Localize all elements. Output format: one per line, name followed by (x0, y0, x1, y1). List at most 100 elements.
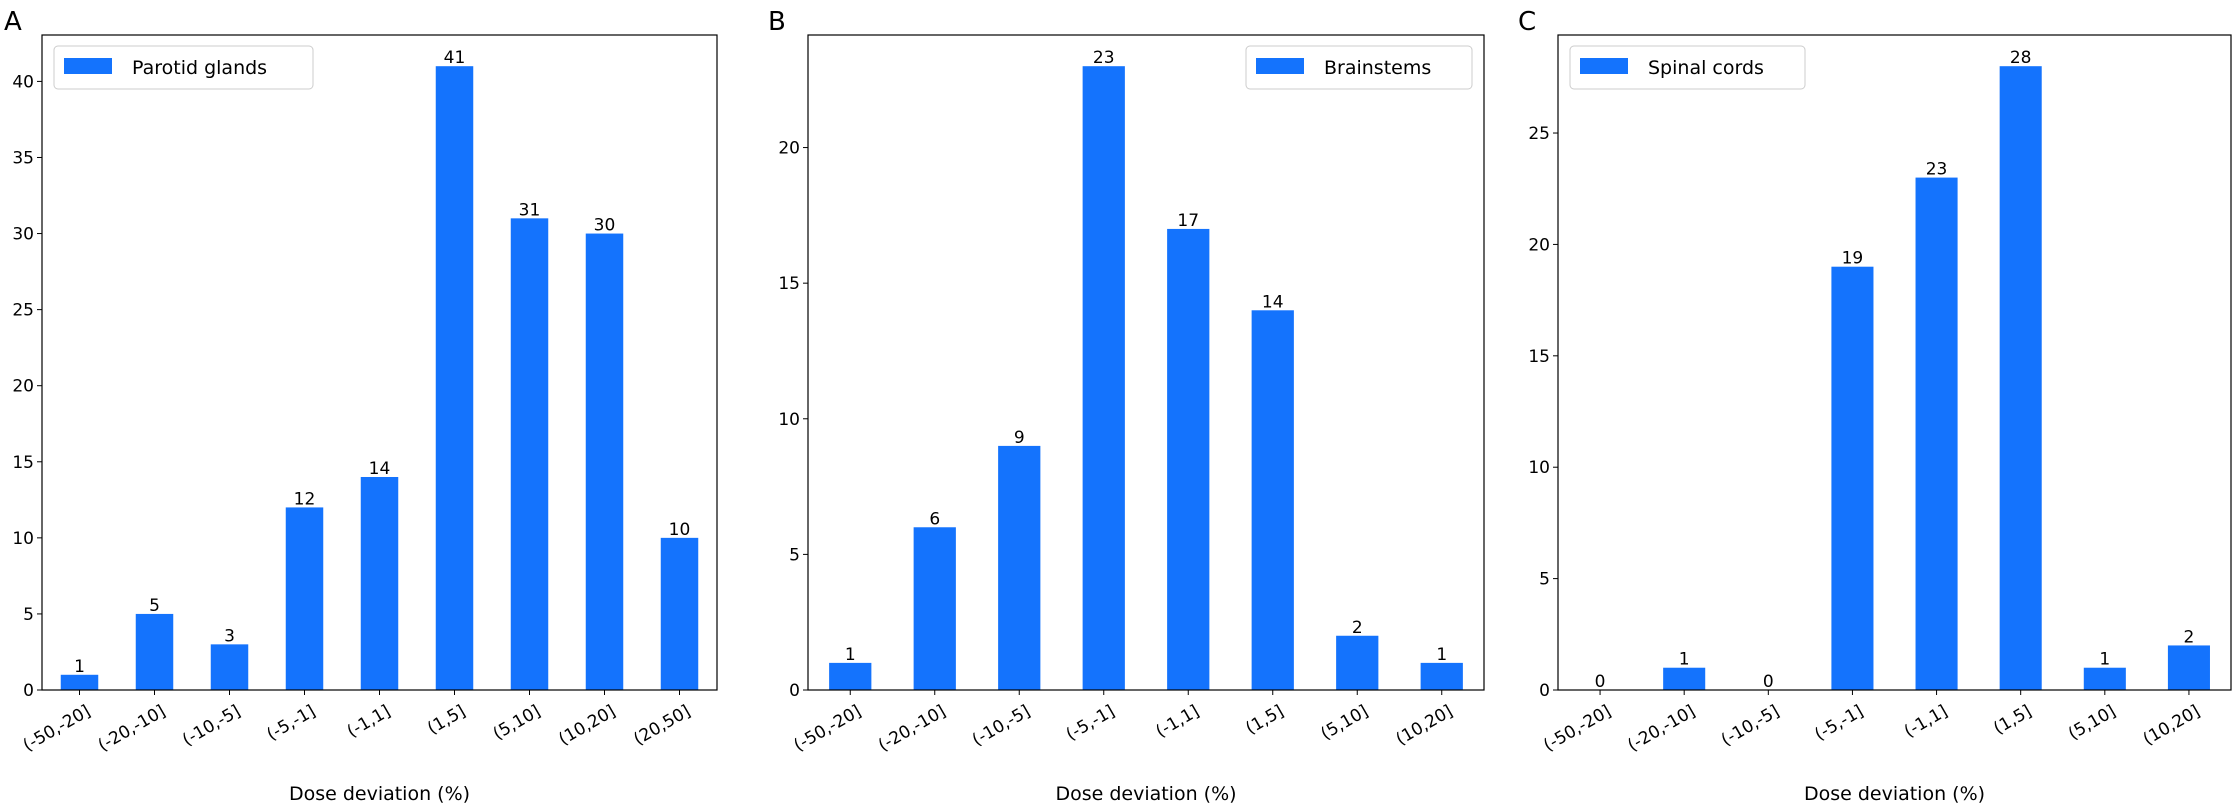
x-tick-label: (5,10] (2065, 701, 2119, 744)
x-tick-label: (5,10] (490, 701, 544, 744)
data-label: 10 (669, 520, 691, 540)
x-tick-label: (-50,-20] (20, 701, 94, 755)
x-tick-label: (-50,-20] (790, 701, 864, 755)
data-label: 23 (1093, 48, 1115, 68)
data-label: 28 (2010, 48, 2032, 68)
data-label: 30 (594, 216, 616, 236)
data-label: 31 (519, 200, 541, 220)
y-tick-label: 25 (12, 301, 34, 321)
bar (60, 674, 99, 690)
panel-label: B (768, 7, 786, 37)
y-tick-label: 20 (778, 139, 800, 159)
data-label: 14 (1262, 292, 1284, 312)
y-tick-label: 25 (1528, 124, 1550, 144)
legend-label: Parotid glands (132, 57, 267, 79)
x-tick-label: (20,50] (630, 701, 694, 749)
axes-frame (1557, 34, 2232, 691)
bar (510, 218, 549, 690)
y-tick-label: 20 (1528, 235, 1550, 255)
x-tick-label: (-20,-10] (95, 701, 169, 755)
x-tick-label: (-10,-5] (1718, 701, 1783, 750)
legend-swatch (64, 58, 112, 74)
x-tick-label: (1,5] (1242, 701, 1287, 738)
x-tick-label: (5,10] (1317, 701, 1371, 744)
legend: Spinal cords (1569, 45, 1806, 90)
bar (998, 445, 1041, 690)
legend-swatch (1256, 58, 1304, 74)
y-tick-label: 35 (12, 148, 34, 168)
data-label: 12 (294, 489, 316, 509)
y-tick-label: 0 (789, 681, 800, 701)
legend-label: Brainstems (1324, 57, 1431, 79)
legend: Parotid glands (53, 45, 314, 90)
panel-label: C (1518, 7, 1536, 37)
bar (360, 476, 399, 690)
x-axis-label: Dose deviation (%) (1804, 783, 1985, 805)
x-tick-label: (1,5] (424, 701, 469, 738)
legend-box (1245, 45, 1473, 90)
x-tick-label: (-10,-5] (179, 701, 244, 750)
data-label: 0 (1595, 672, 1606, 692)
panel-a: A 1 (-50,-20] 5 (-20,-10] 3 (-10,-5] 12 (-5,-1] 1… (4, 7, 718, 805)
bar (913, 527, 956, 690)
data-label: 14 (369, 459, 391, 479)
y-tick-label: 15 (778, 274, 800, 294)
y-tick-label: 5 (23, 605, 34, 625)
bar (135, 613, 174, 690)
bar (1336, 635, 1379, 690)
x-tick-label: (-5,-1] (1811, 701, 1867, 745)
x-axis-label: Dose deviation (%) (289, 783, 470, 805)
panel-b: B 1 (-50,-20] 6 (-20,-10] 9 (-10,-5] 23 (-5,-1] 1… (768, 7, 1485, 805)
bar (1915, 177, 1958, 691)
x-tick-label: (1,5] (1990, 701, 2035, 738)
bar (1420, 662, 1463, 690)
x-tick-label: (-20,-10] (875, 701, 949, 755)
y-tick-label: 10 (12, 529, 34, 549)
x-tick-label: (10,20] (555, 701, 619, 749)
x-tick-label: (-1,1] (344, 701, 394, 742)
y-tick-label: 0 (1539, 681, 1550, 701)
data-label: 1 (2099, 650, 2110, 670)
bar (1999, 66, 2042, 690)
y-tick-label: 20 (12, 377, 34, 397)
x-tick-label: (10,20] (2140, 701, 2204, 749)
bar (829, 662, 872, 690)
x-tick-label: (10,20] (1393, 701, 1457, 749)
axes-frame (807, 34, 1485, 691)
bar (1082, 66, 1125, 690)
x-tick-label: (-10,-5] (969, 701, 1034, 750)
x-tick-label: (-1,1] (1153, 701, 1203, 742)
x-tick-label: (-5,-1] (1063, 701, 1119, 745)
bar (435, 66, 474, 690)
y-tick-label: 10 (778, 410, 800, 430)
y-tick-label: 10 (1528, 458, 1550, 478)
data-label: 2 (1352, 618, 1363, 638)
data-label: 23 (1926, 160, 1948, 180)
panel-label: A (4, 7, 22, 37)
y-tick-label: 15 (1528, 347, 1550, 367)
data-label: 0 (1763, 672, 1774, 692)
data-label: 6 (929, 509, 940, 529)
data-label: 19 (1842, 249, 1864, 269)
axes-frame (41, 34, 718, 691)
y-tick-label: 15 (12, 453, 34, 473)
bar (660, 537, 699, 690)
bar (285, 507, 324, 690)
data-label: 9 (1014, 428, 1025, 448)
y-tick-label: 5 (789, 545, 800, 565)
y-tick-label: 5 (1539, 570, 1550, 590)
x-tick-label: (-50,-20] (1540, 701, 1614, 755)
data-label: 17 (1177, 211, 1199, 231)
bar (2083, 667, 2126, 690)
bar (1663, 667, 1706, 690)
y-tick-label: 30 (12, 225, 34, 245)
x-tick-label: (-5,-1] (263, 701, 319, 745)
bar (2167, 645, 2210, 690)
x-axis-label: Dose deviation (%) (1055, 783, 1236, 805)
x-tick-label: (-1,1] (1901, 701, 1951, 742)
data-label: 5 (149, 596, 160, 616)
y-tick-label: 40 (12, 72, 34, 92)
legend-box (53, 45, 314, 90)
bar (1167, 228, 1210, 690)
